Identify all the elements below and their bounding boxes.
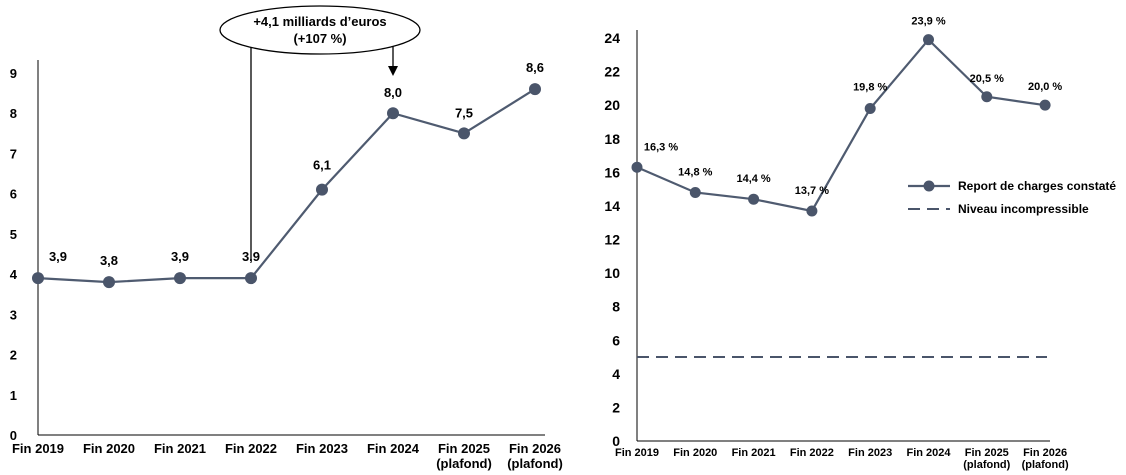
data-point xyxy=(631,161,643,173)
data-label: 3,9 xyxy=(49,249,67,264)
data-label: 6,1 xyxy=(313,158,331,173)
chart-left: 0 1 2 3 4 5 6 7 8 9 Fin 2019 Fin 2020 Fin 2021 Fin 20… xyxy=(10,5,563,471)
y-tick-label: 7 xyxy=(10,146,17,161)
data-point xyxy=(245,272,257,285)
x-tick-label: Fin 2019 xyxy=(615,447,659,459)
y-tick-label: 24 xyxy=(604,30,620,46)
x-tick-label: Fin 2023 xyxy=(296,441,348,456)
annotation-text-line2: (+107 %) xyxy=(293,31,346,46)
data-label: 23,9 % xyxy=(911,16,945,28)
y-tick-label: 5 xyxy=(10,227,17,242)
x-tick-label: (plafond) xyxy=(963,459,1010,471)
data-label: 20,0 % xyxy=(1028,81,1062,93)
x-tick-label: Fin 2021 xyxy=(732,447,776,459)
y-tick-label: 8 xyxy=(10,106,17,121)
data-point xyxy=(981,91,993,103)
data-label: 14,8 % xyxy=(678,166,712,178)
x-tick-label: (plafond) xyxy=(436,456,492,471)
x-tick-label: Fin 2021 xyxy=(154,441,206,456)
data-label: 20,5 % xyxy=(970,73,1004,85)
y-tick-label: 4 xyxy=(612,366,620,382)
data-label: 7,5 xyxy=(455,105,473,120)
y-tick-label: 10 xyxy=(604,265,620,281)
x-tick-label: Fin 2022 xyxy=(790,447,834,459)
data-label: 8,6 xyxy=(526,60,544,75)
data-point xyxy=(1039,99,1051,111)
data-label: 13,7 % xyxy=(795,185,829,197)
legend-marker-report xyxy=(923,180,935,192)
y-tick-label: 0 xyxy=(10,428,17,443)
x-tick-label: Fin 2026 xyxy=(509,441,561,456)
x-tick-label: Fin 2020 xyxy=(83,441,135,456)
y-tick-label: 12 xyxy=(604,232,620,248)
x-tick-label: Fin 2026 xyxy=(1023,447,1067,459)
data-label: 19,8 % xyxy=(853,82,887,94)
y-tick-label: 16 xyxy=(604,164,620,180)
legend-label-niveau: Niveau incompressible xyxy=(958,202,1089,216)
x-tick-label: Fin 2024 xyxy=(906,447,951,459)
data-point xyxy=(387,107,399,120)
data-point xyxy=(864,103,876,115)
y-tick-label: 22 xyxy=(604,64,620,80)
y-tick-label: 1 xyxy=(10,388,17,403)
annotation-arrow-head xyxy=(388,66,398,76)
x-tick-label: Fin 2025 xyxy=(438,441,490,456)
data-label: 3,9 xyxy=(171,249,189,264)
data-point xyxy=(923,34,934,46)
legend: Report de charges constaté Niveau incompr… xyxy=(908,179,1116,216)
y-tick-label: 14 xyxy=(604,198,620,214)
y-tick-label: 4 xyxy=(10,267,18,282)
legend-label-report: Report de charges constaté xyxy=(958,179,1116,193)
data-point xyxy=(806,205,818,217)
series-line xyxy=(636,38,1046,213)
data-point xyxy=(32,272,44,285)
y-tick-label: 3 xyxy=(10,307,17,322)
data-point xyxy=(689,186,701,198)
y-tick-label: 0 xyxy=(612,433,620,449)
data-label: 3,8 xyxy=(100,253,118,268)
data-point xyxy=(529,83,541,96)
data-label: 8,0 xyxy=(384,85,402,100)
x-tick-label: (plafond) xyxy=(507,456,563,471)
data-point xyxy=(174,272,186,285)
y-tick-label: 18 xyxy=(604,131,620,147)
y-tick-label: 6 xyxy=(612,332,620,348)
y-tick-label: 20 xyxy=(604,97,620,113)
x-tick-label: Fin 2025 xyxy=(965,447,1009,459)
data-point xyxy=(103,276,115,289)
series-line xyxy=(37,88,536,284)
y-tick-label: 2 xyxy=(10,348,17,363)
annotation-text-line1: +4,1 milliards d’euros xyxy=(253,14,386,29)
annotation-bubble xyxy=(219,5,421,55)
y-tick-label: 2 xyxy=(612,399,620,415)
data-point xyxy=(748,193,760,205)
data-label: 3,9 xyxy=(242,249,260,264)
y-tick-label: 6 xyxy=(10,187,17,202)
data-point xyxy=(316,183,328,196)
x-tick-label: (plafond) xyxy=(1022,459,1069,471)
x-tick-label: Fin 2023 xyxy=(848,447,892,459)
data-point xyxy=(458,127,470,140)
x-tick-label: Fin 2022 xyxy=(225,441,277,456)
x-tick-label: Fin 2024 xyxy=(367,441,420,456)
data-label: 16,3 % xyxy=(644,141,678,153)
x-tick-label: Fin 2020 xyxy=(673,447,717,459)
x-tick-label: Fin 2019 xyxy=(12,441,64,456)
y-tick-label: 9 xyxy=(10,66,17,81)
data-label: 14,4 % xyxy=(736,173,770,185)
y-tick-label: 8 xyxy=(612,299,620,315)
